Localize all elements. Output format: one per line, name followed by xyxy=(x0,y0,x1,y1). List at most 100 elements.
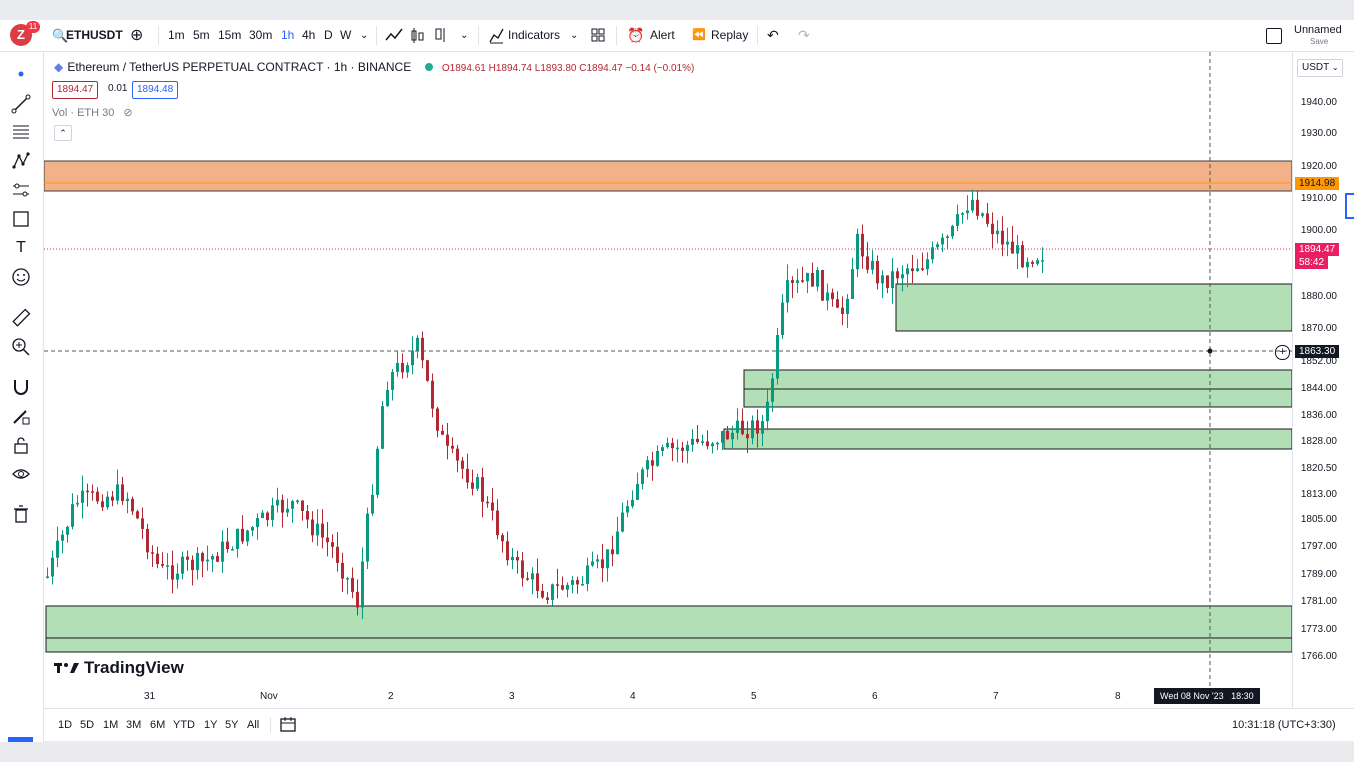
tf-w[interactable]: W xyxy=(340,28,352,42)
candle-body xyxy=(836,299,839,308)
candle-body xyxy=(406,365,409,373)
collapse-legend-button[interactable]: ⌃ xyxy=(54,125,72,141)
candle-body xyxy=(126,498,129,502)
pattern-icon[interactable] xyxy=(10,151,32,171)
candle-body xyxy=(796,280,799,283)
supply-zone[interactable] xyxy=(44,160,1293,192)
candle-body xyxy=(351,577,354,592)
indicators-icon[interactable] xyxy=(488,20,504,51)
demand-zone-4[interactable] xyxy=(45,605,1293,653)
candle-body xyxy=(961,213,964,215)
emoji-icon[interactable] xyxy=(10,267,32,287)
range-3m[interactable]: 3M xyxy=(126,719,142,731)
rewind-icon[interactable]: ⏪ xyxy=(692,29,706,41)
volume-legend-label: Vol · ETH 30 xyxy=(52,107,115,119)
range-5y[interactable]: 5Y xyxy=(225,719,239,731)
fib-icon[interactable] xyxy=(10,122,32,142)
candle-body xyxy=(681,447,684,451)
replay-button[interactable]: Replay xyxy=(711,28,749,42)
chevron-down-icon[interactable]: ⌄ xyxy=(360,30,369,41)
bid-price[interactable]: 1894.47 xyxy=(52,81,99,99)
compare-add-icon[interactable]: ⊕ xyxy=(130,27,144,44)
utc-clock[interactable]: 10:31:18 (UTC+3:30) xyxy=(1232,719,1336,731)
candle-body xyxy=(911,268,914,272)
price-scale[interactable]: USDT ⌄ 1940.00 1930.00 1920.00 1910.00 1900.… xyxy=(1292,52,1354,708)
goto-date-icon[interactable] xyxy=(280,709,296,741)
chevron-down-icon[interactable]: ⌄ xyxy=(460,30,469,41)
symbol-search[interactable]: ETHUSDT xyxy=(66,28,123,42)
tf-30m[interactable]: 30m xyxy=(249,28,273,42)
alarm-clock-icon[interactable]: ⏰ xyxy=(627,27,645,43)
lock-drawings-icon[interactable] xyxy=(10,406,32,426)
candle-body xyxy=(66,526,69,535)
candles-icon[interactable] xyxy=(409,20,425,51)
range-all[interactable]: All xyxy=(247,719,260,731)
candle-body xyxy=(246,530,249,542)
price-label: 1844.00 xyxy=(1300,383,1337,394)
range-ytd[interactable]: YTD xyxy=(173,719,195,731)
chevron-down-icon[interactable]: ⌄ xyxy=(570,30,579,41)
price-label: 1920.00 xyxy=(1300,161,1337,172)
currency-selector[interactable]: USDT ⌄ xyxy=(1297,59,1343,77)
tf-4h[interactable]: 4h xyxy=(302,28,316,42)
shapes-icon[interactable] xyxy=(10,209,32,229)
cursor-icon[interactable] xyxy=(10,64,32,84)
candle-body xyxy=(311,519,314,536)
volume-legend[interactable]: Vol · ETH 30 ⊘ xyxy=(52,106,133,119)
candle-body xyxy=(736,420,739,433)
layout-checkbox-icon[interactable] xyxy=(1266,28,1282,44)
trash-icon[interactable] xyxy=(10,504,32,524)
range-1d[interactable]: 1D xyxy=(58,719,73,731)
forecast-icon[interactable] xyxy=(10,180,32,200)
ruler-icon[interactable] xyxy=(10,308,32,328)
right-panel-edge[interactable] xyxy=(1345,193,1354,219)
layout-name[interactable]: Unnamed xyxy=(1294,24,1342,36)
candle-body xyxy=(811,272,814,287)
candle-body xyxy=(496,510,499,536)
candle-body xyxy=(966,210,969,214)
tf-1m[interactable]: 1m xyxy=(168,28,185,42)
candle-body xyxy=(661,447,664,451)
tf-5m[interactable]: 5m xyxy=(193,28,210,42)
range-5d[interactable]: 5D xyxy=(80,719,95,731)
tf-1h[interactable]: 1h xyxy=(281,28,295,42)
symbol-legend[interactable]: ◆ Ethereum / TetherUS PERPETUAL CONTRACT… xyxy=(54,60,694,74)
layouts-grid-icon[interactable] xyxy=(590,20,606,51)
hidden-eye-icon[interactable]: ⊘ xyxy=(123,107,133,119)
chart-type-line-icon[interactable] xyxy=(384,20,404,51)
candle-body xyxy=(171,565,174,580)
undo-icon[interactable]: ↶ xyxy=(767,27,779,43)
lock-icon[interactable] xyxy=(10,435,32,455)
search-icon[interactable]: 🔍 xyxy=(52,28,69,43)
candle-body xyxy=(756,420,759,434)
range-1y[interactable]: 1Y xyxy=(204,719,218,731)
candle-body xyxy=(196,552,199,571)
price-label: 1820.50 xyxy=(1300,463,1337,474)
tf-15m[interactable]: 15m xyxy=(218,28,242,42)
visibility-icon[interactable] xyxy=(10,464,32,484)
redo-icon[interactable]: ↷ xyxy=(798,27,810,43)
tf-d[interactable]: D xyxy=(324,28,333,42)
text-icon[interactable]: T xyxy=(16,239,26,256)
indicators-button[interactable]: Indicators xyxy=(508,28,561,42)
candle-body xyxy=(606,549,609,569)
candle-body xyxy=(821,269,824,301)
candle-body xyxy=(761,421,764,434)
crosshair-add-icon[interactable]: + xyxy=(1275,345,1290,360)
ask-price[interactable]: 1894.48 xyxy=(132,81,179,99)
bars-style-icon[interactable] xyxy=(434,20,450,51)
demand-zone-1[interactable] xyxy=(895,283,1293,332)
candle-body xyxy=(241,528,244,542)
alert-button[interactable]: Alert xyxy=(650,28,675,42)
layout-save[interactable]: Save xyxy=(1310,37,1329,46)
candle-body xyxy=(266,512,269,521)
zone-price-tag: 1914.98 xyxy=(1295,177,1340,190)
zoom-icon[interactable] xyxy=(10,337,32,357)
chart-pane[interactable]: ◆ Ethereum / TetherUS PERPETUAL CONTRACT… xyxy=(44,52,1323,708)
candle-body xyxy=(631,499,634,507)
demand-zone-3[interactable] xyxy=(723,428,1293,450)
range-6m[interactable]: 6M xyxy=(150,719,166,731)
magnet-icon[interactable] xyxy=(10,377,32,397)
trendline-icon[interactable] xyxy=(10,94,32,114)
range-1m[interactable]: 1M xyxy=(103,719,119,731)
